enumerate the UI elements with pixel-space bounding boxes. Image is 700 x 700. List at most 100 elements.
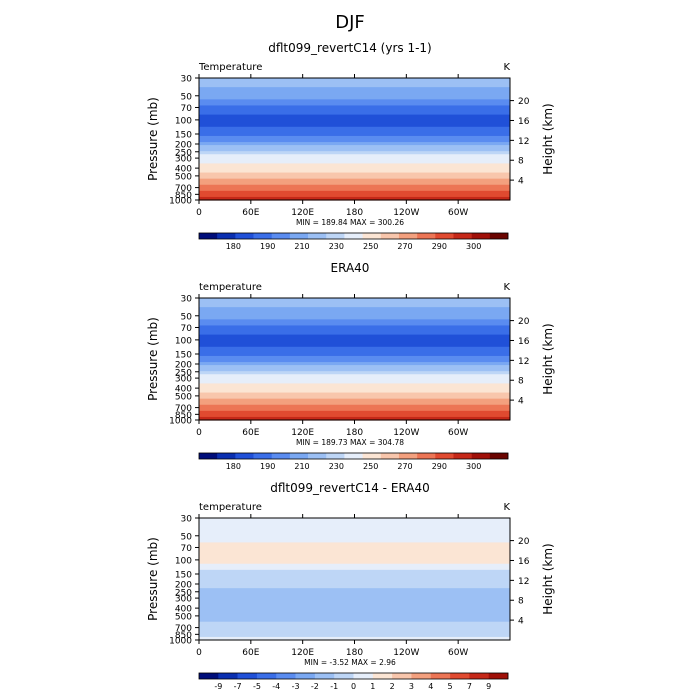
pressure-tick-label: 250 <box>175 148 192 158</box>
colorbar-swatch <box>488 673 509 679</box>
height-tick-label: 16 <box>518 117 530 127</box>
field-band <box>199 160 510 164</box>
field-band <box>199 362 510 366</box>
colorbar-swatch <box>217 453 236 459</box>
field-band <box>199 413 510 418</box>
colorbar-label: 5 <box>448 682 453 691</box>
x-tick-label: 120E <box>291 428 314 438</box>
colorbar-swatch <box>471 453 491 459</box>
colorbar-label: -4 <box>272 682 280 691</box>
pressure-tick-label: 250 <box>175 368 192 378</box>
pressure-tick-label: 30 <box>181 75 193 85</box>
field-band <box>199 536 510 540</box>
panel-title: dflt099_revertC14 (yrs 1-1) <box>268 41 432 55</box>
field-band <box>199 84 510 88</box>
colorbar-swatch <box>256 673 277 679</box>
colorbar-swatch <box>450 673 470 679</box>
colorbar-swatch <box>372 673 393 679</box>
field-band <box>199 355 510 360</box>
colorbar-label: 190 <box>260 462 275 471</box>
pressure-tick-label: 70 <box>181 104 193 114</box>
field-band <box>199 395 510 400</box>
colorbar-swatch <box>471 233 491 239</box>
field-band <box>199 575 510 580</box>
field-band <box>199 129 510 134</box>
field-band <box>199 386 510 391</box>
field-band <box>199 588 510 592</box>
height-tick-label: 4 <box>518 397 524 407</box>
field-band <box>199 187 510 192</box>
colorbar-swatch <box>314 673 335 679</box>
field-band <box>199 166 510 171</box>
field-band <box>199 380 510 384</box>
x-tick-label: 120W <box>393 648 419 658</box>
colorbar-swatch <box>271 233 291 239</box>
colorbar-swatch <box>235 453 254 459</box>
colorbar-label: 270 <box>397 242 412 251</box>
y-axis-label: Pressure (mb) <box>146 97 160 181</box>
field-band <box>199 416 510 421</box>
colorbar-label: 2 <box>390 682 395 691</box>
field-band <box>199 566 510 571</box>
field-band <box>199 551 510 556</box>
field-band <box>199 126 510 131</box>
field-band <box>199 114 510 119</box>
colorbar-swatch <box>217 233 236 239</box>
field-band <box>199 142 510 146</box>
colorbar-label: 1 <box>370 682 375 691</box>
x-tick-label: 180 <box>346 648 363 658</box>
pressure-tick-label: 100 <box>175 336 192 346</box>
colorbar-label: 180 <box>226 242 241 251</box>
field-band <box>199 392 510 397</box>
x-tick-label: 0 <box>196 208 202 218</box>
pressure-tick-label: 400 <box>175 605 192 615</box>
field-band <box>199 548 510 553</box>
colorbar-swatch <box>289 233 309 239</box>
colorbar-label: 4 <box>428 682 433 691</box>
field-band <box>199 539 510 543</box>
field-band <box>199 404 510 409</box>
pressure-tick-label: 1000 <box>169 637 192 647</box>
field-band <box>199 331 510 336</box>
field-band <box>199 135 510 140</box>
variable-label: temperature <box>199 282 262 293</box>
field-band <box>199 533 510 537</box>
height-tick-label: 16 <box>518 557 530 567</box>
x-tick-label: 60W <box>448 648 468 658</box>
field-band <box>199 193 510 198</box>
y-axis-label-right: Height (km) <box>541 543 555 614</box>
colorbar-label: 270 <box>397 462 412 471</box>
colorbar-label: -7 <box>234 682 242 691</box>
pressure-tick-label: 850 <box>175 631 192 641</box>
field-band <box>199 636 510 641</box>
x-tick-label: 180 <box>346 208 363 218</box>
colorbar-label: -2 <box>311 682 319 691</box>
colorbar-swatch <box>344 233 363 239</box>
colorbar-label: 230 <box>329 462 344 471</box>
field-band <box>199 87 510 91</box>
colorbar-swatch <box>218 673 238 679</box>
field-band <box>199 557 510 562</box>
pressure-tick-label: 200 <box>175 581 192 591</box>
field-band <box>199 554 510 559</box>
colorbar-swatch <box>276 673 296 679</box>
x-tick-label: 120W <box>393 208 419 218</box>
field-band <box>199 563 510 568</box>
field-band <box>199 527 510 531</box>
colorbar-frame <box>198 232 509 240</box>
field-band <box>199 316 510 320</box>
field-band <box>199 524 510 528</box>
field-band <box>199 621 510 626</box>
pressure-tick-label: 300 <box>175 155 192 165</box>
colorbar-label: 300 <box>466 242 481 251</box>
field-band <box>199 184 510 189</box>
y-axis-label-right: Height (km) <box>541 323 555 394</box>
pressure-tick-label: 30 <box>181 295 193 305</box>
field-band <box>199 569 510 574</box>
colorbar-swatch <box>199 673 219 679</box>
field-band <box>199 117 510 122</box>
field-band <box>199 377 510 381</box>
colorbar-swatch <box>453 233 472 239</box>
